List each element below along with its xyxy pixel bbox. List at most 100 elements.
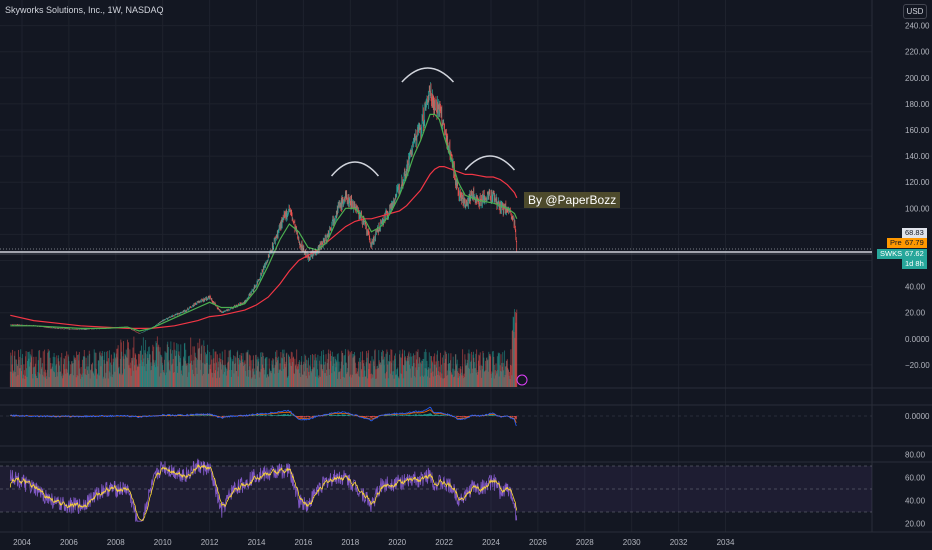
volume-bar [301,364,303,387]
volume-bar [25,356,27,387]
volume-bar [86,374,87,387]
volume-bar [371,373,372,387]
macd-histogram-bar [485,415,488,416]
volume-bar [96,378,98,387]
volume-bar [27,351,29,387]
volume-bar [483,372,485,387]
volume-bar [297,366,299,387]
volume-bar [408,364,410,387]
volume-bar [12,349,14,387]
macd-histogram-bar [197,415,199,416]
macd-histogram-bar [464,416,466,418]
macd-histogram-bar [418,414,420,416]
volume-bar [41,363,43,387]
volume-bar [303,371,305,387]
volume-bar [257,366,258,387]
volume-bar [378,350,380,387]
volume-bar [234,355,236,387]
volume-bar [263,367,265,387]
volume-bar [186,363,188,387]
volume-bar [228,361,230,387]
macd-histogram-bar [432,415,434,416]
volume-bar [304,363,306,387]
macd-histogram-bar [436,415,438,416]
volume-bar [135,370,137,387]
volume-bar [422,376,424,387]
volume-bar [394,355,395,387]
volume-bar [121,351,123,387]
volume-bar [435,361,437,387]
volume-bar [502,362,504,387]
volume-bar [319,360,321,387]
macd-histogram-bar [513,416,516,418]
volume-bar [421,375,423,387]
volume-bar [157,366,159,387]
volume-bar [73,355,75,387]
volume-bar [431,360,433,387]
volume-bar [412,355,414,387]
volume-bar [336,354,338,387]
volume-bar [314,360,316,387]
volume-bar [212,377,214,387]
volume-bar [180,370,182,387]
volume-bar [497,352,499,387]
volume-bar [192,374,194,387]
x-tick-label: 2024 [482,538,500,547]
macd-histogram-bar [399,415,401,416]
volume-bar [380,364,382,387]
volume-bar [387,364,389,387]
macd-histogram-bar [284,414,286,416]
volume-bar [285,353,287,387]
volume-bar [226,370,228,387]
volume-bar [136,364,138,387]
volume-bar [351,353,353,387]
volume-bar [87,355,89,387]
y-tick-label: 40.00 [905,283,926,292]
currency-button[interactable]: USD [903,4,927,19]
pre-market-value: 67.79 [902,238,927,248]
volume-bar [215,370,216,387]
volume-bar [397,367,399,387]
volume-bar [386,351,388,387]
macd-histogram-bar [329,415,332,416]
macd-histogram-bar [370,416,372,418]
volume-bar [207,374,209,387]
macd-histogram-bar [372,416,374,418]
volume-bar [78,360,80,387]
volume-bar [488,355,490,387]
volume-bar [364,370,366,387]
volume-bar [346,372,348,387]
volume-bar [329,353,331,387]
volume-bar [120,342,122,387]
volume-bar [22,378,24,387]
macd-histogram-bar [299,416,301,418]
volume-bar [306,359,308,387]
volume-bar [475,353,477,387]
volume-bar [389,354,391,387]
volume-bar [313,367,315,387]
volume-bar [351,351,353,387]
volume-bar [80,366,82,387]
volume-bar [464,365,466,387]
volume-bar [53,353,55,387]
volume-bar [510,349,512,387]
volume-bar [293,373,295,387]
macd-histogram-bar [409,414,411,416]
volume-bar [100,366,102,387]
volume-bar [481,366,483,387]
volume-bar [344,354,346,387]
volume-bar [335,367,337,387]
volume-bar [361,368,363,387]
volume-bar [124,353,126,387]
volume-bar [97,360,99,387]
volume-bar [211,372,212,387]
volume-bar [502,352,504,387]
volume-bar [385,353,387,387]
volume-bar [167,341,169,387]
volume-bar [389,361,391,387]
volume-bar [492,351,494,387]
volume-bar [426,360,428,387]
volume-bar [88,350,90,387]
macd-histogram-bar [303,416,305,418]
volume-bar [268,376,270,387]
